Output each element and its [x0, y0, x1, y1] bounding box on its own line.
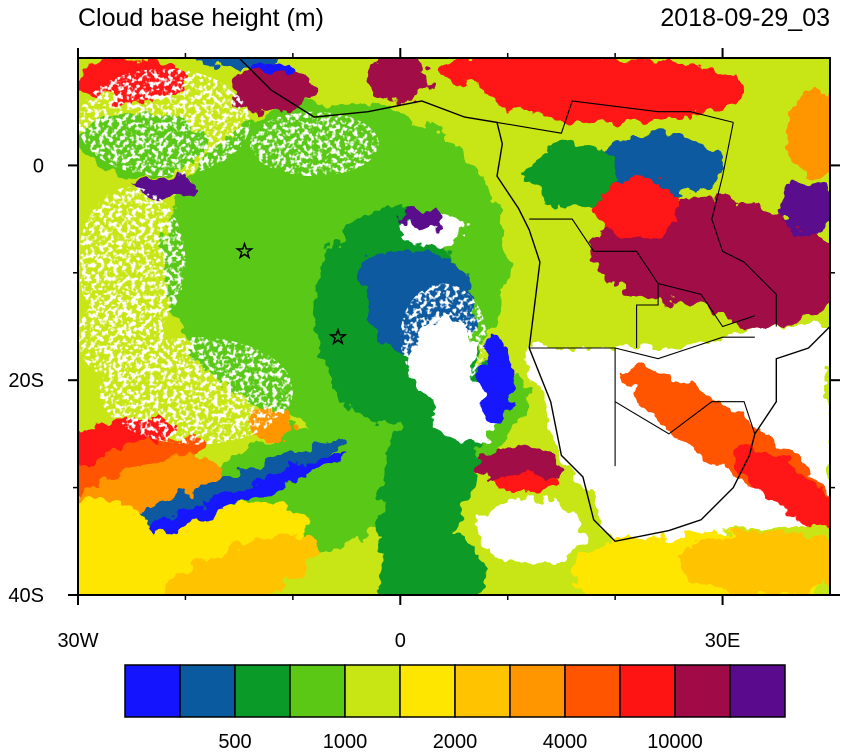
cloud-patch: [491, 471, 557, 493]
colorbar-box: [234, 664, 291, 718]
y-tick-label: 40S: [8, 585, 44, 607]
cloud-patch: [368, 58, 433, 101]
colorbar-box: [399, 664, 456, 718]
y-tick-label: 20S: [8, 370, 44, 392]
colorbar-label: 10000: [647, 731, 703, 750]
border: [529, 347, 616, 467]
clear-sky-speckle: [78, 68, 487, 445]
x-tick-label: 0: [395, 630, 406, 652]
cloud-patch: [593, 176, 680, 241]
colorbar-label: 2000: [433, 731, 478, 750]
border: [614, 336, 755, 360]
valid-time: 2018-09-29_03: [660, 4, 830, 32]
speckle-area: [78, 68, 250, 177]
colorbar-box: [344, 664, 401, 718]
cloud-patch: [157, 534, 321, 595]
x-tick-label: 30E: [705, 630, 741, 652]
cloud-patch: [78, 498, 154, 585]
cloud-patch: [529, 143, 616, 209]
x-tick-label: 30W: [57, 630, 98, 652]
cloud-patch: [781, 181, 830, 236]
cloud-patch: [78, 435, 204, 498]
colorbar-box: [454, 664, 511, 718]
cloud-patch: [475, 498, 583, 563]
axes: 30W 0 30E 0 20S 40S: [8, 48, 840, 652]
colorbar-box: [509, 664, 566, 718]
speckle-area: [78, 294, 164, 381]
star-marker: [328, 327, 348, 346]
colorbar-box: [619, 664, 676, 718]
map-field: [78, 58, 830, 595]
cloud-patch: [249, 62, 293, 76]
border: [529, 218, 659, 348]
border: [657, 282, 755, 328]
cloud-patch: [787, 90, 830, 177]
colorbar-label: 500: [218, 731, 251, 750]
cloud-patch: [357, 251, 422, 295]
station-markers: [235, 241, 348, 346]
colorbar-box: [124, 664, 181, 718]
y-tick-label: 0: [33, 155, 44, 177]
colorbar-box: [729, 664, 786, 718]
map-title: Cloud base height (m): [78, 4, 324, 32]
colorbar: 500 1000 2000 4000 10000: [124, 664, 786, 753]
cloud-patch: [679, 530, 830, 595]
speckle-area: [249, 111, 379, 177]
cloud-patch: [480, 337, 514, 424]
border: [614, 401, 756, 435]
coastlines: [237, 58, 830, 543]
cloud-patch: [78, 502, 308, 595]
map-frame: [77, 57, 831, 596]
cloud-patch: [443, 58, 616, 91]
speckle-area: [400, 283, 487, 391]
colorbar-box: [674, 664, 731, 718]
cloud-patch: [400, 208, 444, 230]
coastline: [237, 58, 830, 543]
star-marker: [235, 241, 254, 260]
colorbar-box: [289, 664, 346, 718]
colorbar-box: [179, 664, 236, 718]
colorbar-box: [564, 664, 621, 718]
cloud-patch: [432, 380, 497, 445]
colorbar-label: 1000: [323, 731, 368, 750]
border: [711, 122, 777, 327]
cloud-patch: [732, 446, 830, 529]
colorbar-label: 4000: [543, 731, 588, 750]
cloud-patch: [378, 530, 487, 595]
border: [496, 100, 734, 134]
cloud-patch: [690, 219, 830, 327]
